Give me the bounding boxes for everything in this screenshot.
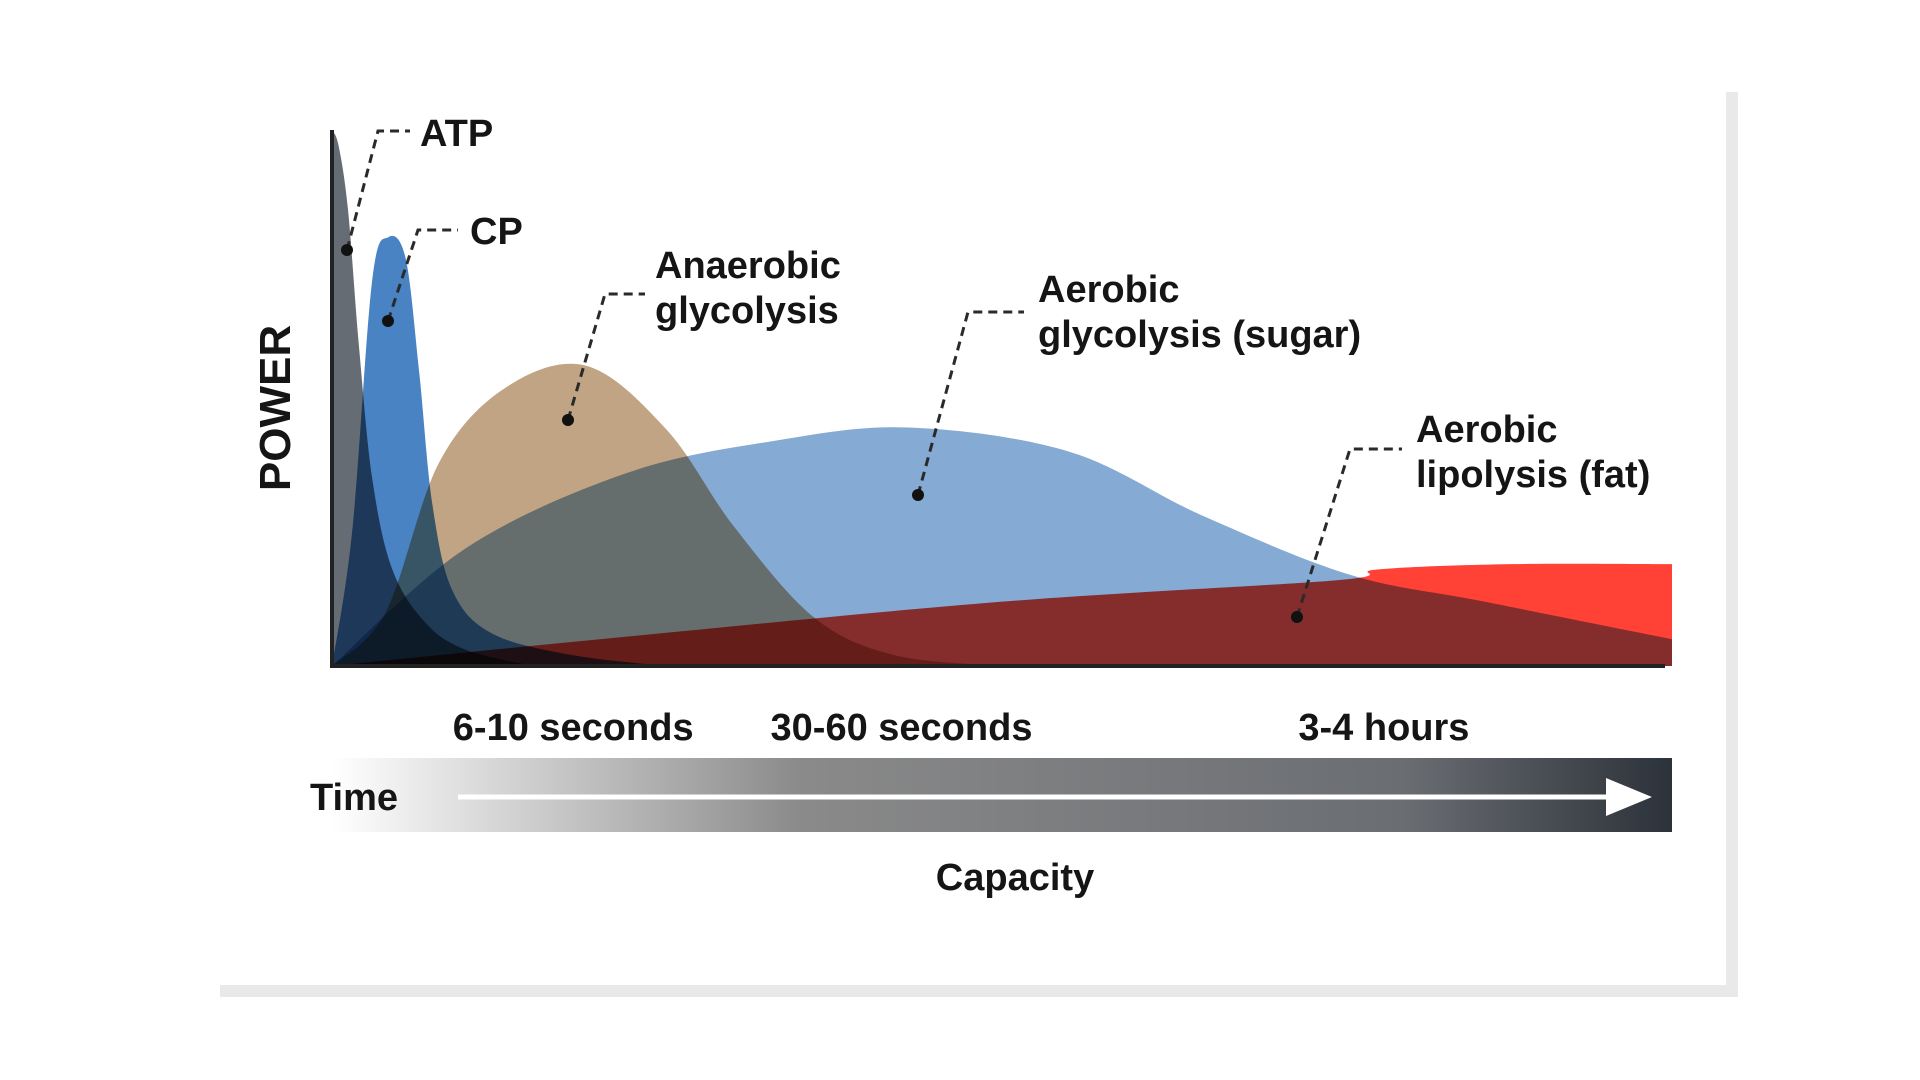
leader-aerobic-glycolysis	[916, 310, 1024, 496]
time-label: Time	[310, 777, 398, 819]
area-cp	[332, 235, 667, 666]
label-atp: ATP	[420, 113, 493, 155]
leader-cp	[386, 228, 458, 322]
leader-atp	[345, 129, 410, 251]
y-axis-label: POWER	[251, 325, 300, 491]
marker-atp	[341, 244, 353, 256]
marker-cp	[382, 315, 394, 327]
label-aerobic-glycolysis-line1: Aerobic	[1038, 269, 1179, 311]
leader-anaerobic	[566, 292, 645, 421]
label-anaerobic-line1: Anaerobic	[655, 245, 841, 287]
x-tick-labels: 6-10 seconds 30-60 seconds 3-4 hours	[453, 707, 1470, 749]
x-axis-label: Capacity	[936, 857, 1094, 899]
x-tick-label-1: 30-60 seconds	[771, 707, 1033, 749]
time-arrow-head	[1606, 778, 1652, 816]
x-tick-label-2: 3-4 hours	[1298, 707, 1469, 749]
x-tick-label-0: 6-10 seconds	[453, 707, 694, 749]
area-atp	[332, 130, 533, 666]
label-aerobic-lipolysis-line1: Aerobic	[1416, 409, 1557, 451]
label-aerobic-lipolysis-line2: lipolysis (fat)	[1416, 454, 1650, 496]
label-cp: CP	[470, 211, 523, 253]
annotation-leaders	[341, 129, 1402, 623]
marker-aerobic-lipolysis	[1291, 611, 1303, 623]
label-aerobic-glycolysis-line2: glycolysis (sugar)	[1038, 314, 1361, 356]
marker-anaerobic	[562, 414, 574, 426]
marker-aerobic-glycolysis	[912, 489, 924, 501]
area-anaerobic-glycolysis	[332, 363, 1002, 666]
series-areas	[332, 130, 1672, 666]
label-anaerobic-line2: glycolysis	[655, 290, 839, 332]
leader-aerobic-lipolysis	[1295, 447, 1402, 618]
